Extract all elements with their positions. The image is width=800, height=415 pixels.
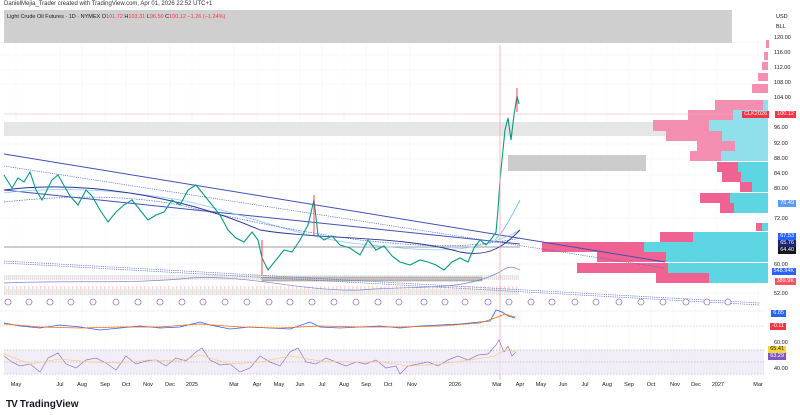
time-tick: Sep xyxy=(361,382,371,388)
volume-tag: 389.9K xyxy=(774,278,796,285)
high-label: H xyxy=(124,14,129,20)
price-tick: 52.00 xyxy=(774,291,788,297)
price-tick: 92.00 xyxy=(774,141,788,147)
zone-86 xyxy=(508,155,646,171)
time-tick: 2025 xyxy=(185,382,199,388)
tradingview-logo[interactable]: TV TradingView xyxy=(6,399,79,410)
price-tick: 72.00 xyxy=(774,216,788,222)
low-label: L xyxy=(146,14,150,20)
time-tick: Apr xyxy=(515,382,525,388)
chart-legend: Light Crude Oil Futures · 1D · NYMEX O10… xyxy=(7,14,225,20)
price-tick: 112.00 xyxy=(774,65,791,71)
rsi-tick: 40.00 xyxy=(774,366,788,372)
time-tick: Sep xyxy=(100,382,110,388)
time-tick: Jun xyxy=(558,382,568,388)
close-label: C xyxy=(165,14,170,20)
price-tick: 84.00 xyxy=(774,171,788,177)
unit-label[interactable]: BLL xyxy=(776,24,786,30)
chart-canvas[interactable] xyxy=(0,10,800,380)
resistance-zone-top xyxy=(4,10,732,43)
time-tick: Oct xyxy=(121,382,131,388)
ma-tag: 67.53 xyxy=(778,233,796,240)
macd-hist-tag: -0.11 xyxy=(769,323,786,330)
high-value: 103.31 xyxy=(128,14,146,20)
time-tick: Oct xyxy=(646,382,656,388)
time-tick: Dec xyxy=(691,382,701,388)
price-tick: 96.00 xyxy=(774,125,788,131)
close-value: 100.12 xyxy=(169,14,186,20)
time-tick: Jul xyxy=(581,382,589,388)
time-tick: Jun xyxy=(295,382,305,388)
volume-ma-tag: 548.94K xyxy=(771,268,796,275)
time-tick: Mar xyxy=(753,382,763,388)
rsi-ma-tag: 65.41 xyxy=(768,346,786,353)
tradingview-mark-icon: TV xyxy=(6,399,18,410)
price-tick: 88.00 xyxy=(774,156,788,162)
chart-area[interactable] xyxy=(0,10,800,380)
time-tick: May xyxy=(535,382,547,388)
time-tick: Nov xyxy=(143,382,153,388)
time-tick: Aug xyxy=(339,382,349,388)
time-tick: Nov xyxy=(407,382,417,388)
time-tick: Dec xyxy=(165,382,175,388)
time-tick: Aug xyxy=(77,382,87,388)
time-tick: May xyxy=(10,382,22,388)
price-tick: 104.00 xyxy=(774,95,791,101)
time-tick: Oct xyxy=(383,382,393,388)
time-tick: Mar xyxy=(492,382,502,388)
zone-96 xyxy=(4,122,732,136)
volume-profile xyxy=(542,40,769,283)
time-tick: Mar xyxy=(229,382,239,388)
time-tick: Sep xyxy=(624,382,634,388)
symbol-description: Light Crude Oil Futures · 1D · NYMEX xyxy=(7,14,101,20)
time-tick: Aug xyxy=(602,382,612,388)
time-tick: Jul xyxy=(318,382,326,388)
symbol-tag: CLK2026 xyxy=(742,111,769,118)
rsi-tick: 60.00 xyxy=(774,340,788,346)
price-tick: 120.00 xyxy=(774,35,791,41)
time-tick: 2026 xyxy=(448,382,462,388)
time-tick: Jul xyxy=(56,382,64,388)
attribution: DanielMejia_Trader created with TradingV… xyxy=(4,1,213,7)
level-tag: 64.40 xyxy=(778,247,796,254)
time-tick: Nov xyxy=(670,382,680,388)
time-tick: Apr xyxy=(252,382,262,388)
ma-tag: 65.76 xyxy=(778,240,796,247)
price-tick: 108.00 xyxy=(774,80,791,86)
macd-tag: 6.85 xyxy=(771,310,786,317)
time-tick: 2027 xyxy=(711,382,725,388)
currency-label[interactable]: USD xyxy=(776,14,788,20)
last-price-tag: 100.12 xyxy=(775,111,796,118)
price-tick: 80.00 xyxy=(774,186,788,192)
change-value: −1.26 (−1.24%) xyxy=(187,14,226,20)
ma-tag: 76.49 xyxy=(778,200,796,207)
rsi-tag: 63.29 xyxy=(768,353,786,360)
low-value: 96.50 xyxy=(149,14,164,20)
time-tick: May xyxy=(273,382,285,388)
open-label: O xyxy=(101,14,107,20)
tradingview-wordmark: TradingView xyxy=(19,399,79,410)
price-tick: 60.00 xyxy=(774,262,788,268)
open-value: 101.72 xyxy=(106,14,123,20)
price-tick: 116.00 xyxy=(774,50,791,56)
